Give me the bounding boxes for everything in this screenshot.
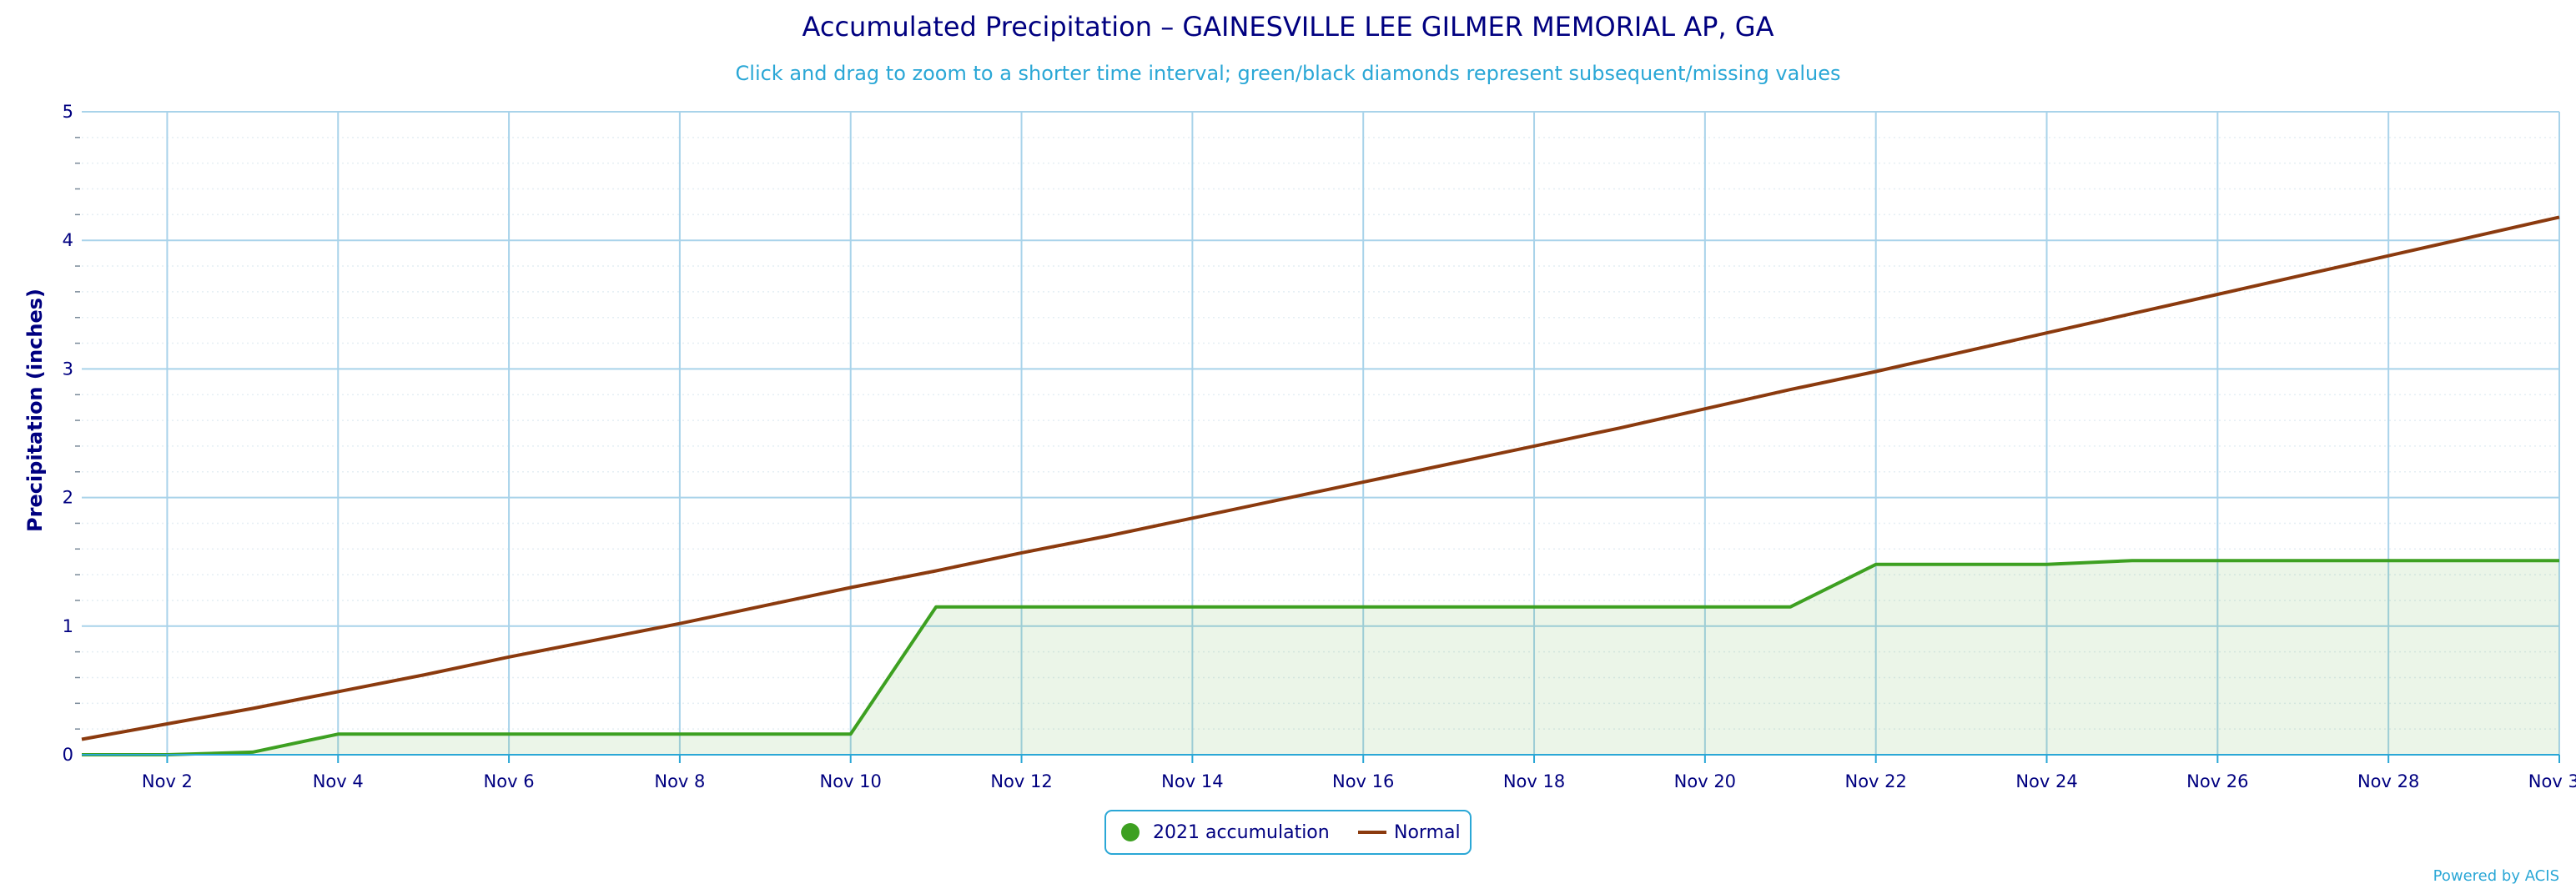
x-tick-label: Nov 10: [820, 771, 882, 791]
legend-label-normal[interactable]: Normal: [1394, 822, 1461, 843]
legend-marker-accumulation: [1121, 823, 1140, 841]
series-line-normal[interactable]: [81, 215, 2560, 741]
x-tick-label: Nov 12: [990, 771, 1052, 791]
x-tick-label: Nov 6: [484, 771, 535, 791]
x-tick-label: Nov 26: [2186, 771, 2248, 791]
x-tick-label: Nov 8: [654, 771, 705, 791]
grid-layer: [82, 111, 2560, 756]
legend-label-accumulation[interactable]: 2021 accumulation: [1153, 822, 1330, 843]
y-tick-label: 4: [63, 230, 73, 250]
x-tick-label: Nov 20: [1674, 771, 1736, 791]
series-line-accumulation[interactable]: [82, 559, 2559, 756]
x-tick-label: Nov 22: [1844, 771, 1906, 791]
y-tick-label: 1: [63, 616, 73, 636]
y-tick-label: 3: [63, 359, 73, 379]
y-tick-label: 0: [63, 745, 73, 765]
legend[interactable]: 2021 accumulation Normal: [1104, 810, 1472, 855]
x-tick-label: Nov 16: [1332, 771, 1394, 791]
x-tick-label: Nov 30: [2528, 771, 2576, 791]
chart-subtitle: Click and drag to zoom to a shorter time…: [736, 62, 1841, 85]
legend-box: [1104, 810, 1472, 855]
x-tick-label: Nov 24: [2015, 771, 2077, 791]
x-tick-label: Nov 18: [1503, 771, 1565, 791]
y-tick-label: 5: [63, 102, 73, 122]
x-tick-label: Nov 28: [2357, 771, 2419, 791]
acis-credit-link[interactable]: Powered by ACIS: [2433, 867, 2559, 885]
series-layer: [81, 215, 2560, 756]
chart-title: Accumulated Precipitation – GAINESVILLE …: [802, 11, 1774, 43]
y-tick-label: 2: [63, 488, 73, 508]
series-area-accumulation: [82, 560, 2559, 755]
x-tick-label: Nov 14: [1161, 771, 1223, 791]
x-tick-label: Nov 2: [142, 771, 193, 791]
axis-layer: 0 1 2 3 4 5 Nov 2 Nov 4 Nov 6 Nov 8 Nov 10 Nov 12 No…: [63, 102, 2576, 791]
x-tick-label: Nov 4: [313, 771, 364, 791]
y-axis-label: Precipitation (inches): [23, 289, 47, 532]
